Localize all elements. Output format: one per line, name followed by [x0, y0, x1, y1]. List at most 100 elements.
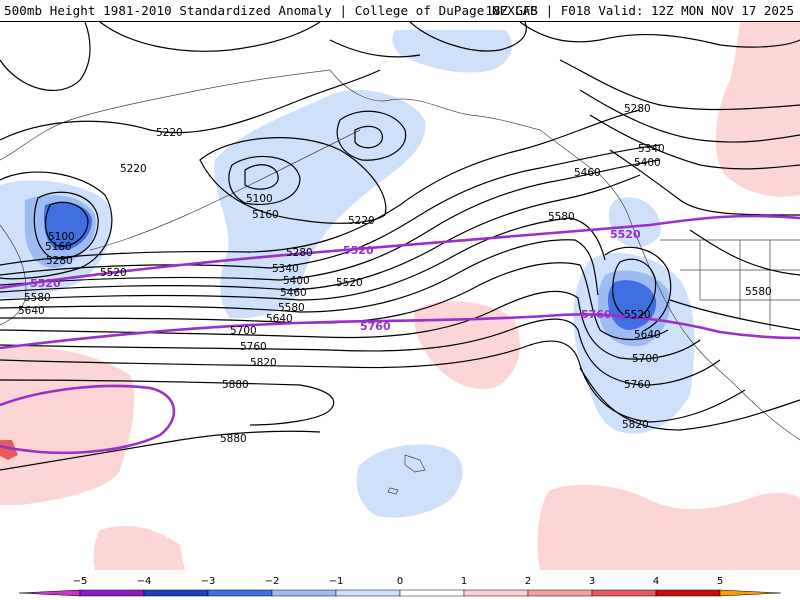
- legend-arrow-right: [719, 589, 781, 597]
- anomaly-southwest-pacific: [93, 525, 185, 570]
- contour-north-arc1: [0, 22, 91, 91]
- contour-5100-alaska: [244, 164, 279, 190]
- contour-label: 5280: [46, 255, 73, 267]
- contour-east-5460: [609, 149, 800, 216]
- height-contours: [0, 22, 800, 471]
- contour-5160-alaska: [228, 155, 301, 205]
- contour-label: 5580: [745, 286, 772, 298]
- contour-label: 5820: [622, 419, 649, 431]
- negative-anomaly-shading: [0, 30, 695, 518]
- legend-tick-label: 0: [397, 576, 403, 587]
- title-bar: 500mb Height 1981-2010 Standardized Anom…: [0, 0, 800, 22]
- anomaly-wpac-core: [0, 440, 18, 460]
- product-title: 500mb Height 1981-2010 Standardized Anom…: [4, 3, 538, 18]
- contour-label: 5640: [266, 313, 293, 325]
- legend-tick-label: 2: [525, 576, 531, 587]
- reference-contours: [0, 214, 800, 455]
- contour-label: 5760: [240, 341, 267, 353]
- contour-5100-closed-west: [44, 201, 89, 247]
- contour-5220-alaska: [199, 137, 387, 224]
- legend-tick-label: 3: [589, 576, 595, 587]
- contour-label: 5460: [280, 287, 307, 299]
- contour-label: 5520: [624, 309, 651, 321]
- contour-label: 5160: [45, 241, 72, 253]
- contour-label: 5340: [272, 263, 299, 275]
- anomaly-hawaii: [356, 444, 463, 518]
- contour-label: 5580: [278, 302, 305, 314]
- contour-5220-west: [0, 171, 113, 280]
- contour-5820: [0, 340, 746, 423]
- contour-label: 5280: [286, 247, 313, 259]
- anomaly-map[interactable]: 5220 5220 5220 5100 5160 5100 5160 5280 …: [0, 22, 800, 570]
- contour-label: 5220: [156, 127, 183, 139]
- legend-tick-label: −4: [137, 576, 152, 587]
- contour-5580-cutoff: [604, 246, 672, 331]
- coast-us-west: [629, 219, 800, 441]
- contour-label: 5220: [348, 215, 375, 227]
- contour-east-5580: [689, 229, 800, 276]
- legend-tick-label: −5: [73, 576, 88, 587]
- contour-5280-main: [0, 109, 641, 266]
- contour-arctic-5160: [336, 110, 407, 161]
- reference-label: 5760: [581, 308, 612, 321]
- legend-swatch: [399, 589, 465, 597]
- contour-arctic-upper: [409, 22, 527, 52]
- reference-label: 5520: [610, 228, 641, 241]
- contour-label: 5880: [220, 433, 247, 445]
- contour-5760: [0, 318, 721, 386]
- coast-bc: [539, 129, 631, 221]
- legend-swatch: [79, 589, 145, 597]
- legend-tick-label: −1: [329, 576, 344, 587]
- legend-swatch: [143, 589, 209, 597]
- legend-swatch: [335, 589, 401, 597]
- coast-hawaii: [387, 454, 426, 495]
- contour-label: 5640: [18, 305, 45, 317]
- contour-label: 5460: [574, 167, 601, 179]
- ref-5520: [0, 214, 800, 290]
- reference-label-group: 5520 5520 5520 5760 5760: [30, 228, 641, 333]
- reference-label: 5520: [343, 244, 374, 257]
- coastlines: [0, 69, 800, 495]
- contour-label: 5580: [24, 292, 51, 304]
- legend-swatch: [527, 589, 593, 597]
- contour-5880-south: [0, 367, 800, 471]
- anomaly-southeast-pacific: [537, 484, 800, 570]
- contour-arctic-low: [354, 125, 383, 149]
- legend-swatch: [271, 589, 337, 597]
- contour-label: 5760: [624, 379, 651, 391]
- contour-5700: [0, 290, 701, 360]
- legend-arrow-left: [19, 589, 81, 597]
- coast-siberia: [0, 69, 331, 161]
- model-run-info: 18Z GFS | F018 Valid: 12Z MON NOV 17 202…: [485, 3, 794, 18]
- contour-label: 5400: [283, 275, 310, 287]
- contour-label: 5580: [548, 211, 575, 223]
- contour-5340: [0, 144, 661, 276]
- coast-alaska: [329, 69, 541, 131]
- contour-east-5340: [579, 89, 800, 143]
- contour-label: 5700: [230, 325, 257, 337]
- legend-tick-label: 4: [653, 576, 659, 587]
- legend-swatch: [463, 589, 529, 597]
- reference-label: 5520: [30, 277, 61, 290]
- contour-label: 5880: [222, 379, 249, 391]
- contour-label: 5400: [634, 157, 661, 169]
- contour-5880-north: [0, 379, 335, 426]
- ref-5760: [0, 313, 800, 350]
- legend-swatch: [207, 589, 273, 597]
- anomaly-central-pacific: [414, 301, 520, 390]
- contour-north-arc2: [99, 22, 321, 52]
- positive-anomaly-shading: [0, 22, 800, 570]
- legend-color-bar: [19, 589, 781, 597]
- contour-5220-north: [0, 69, 381, 141]
- contour-label: 5340: [638, 143, 665, 155]
- legend-swatch: [655, 589, 721, 597]
- legend-tick-labels: −5 −4 −3 −2 −1 0 1 2 3 4 5: [73, 576, 724, 587]
- contour-label: 5220: [120, 163, 147, 175]
- reference-label: 5760: [360, 320, 391, 333]
- contour-label: 5280: [624, 103, 651, 115]
- ref-5880-closed: [0, 384, 176, 455]
- anomaly-northwest-coast: [608, 197, 661, 247]
- contour-label: 5520: [100, 267, 127, 279]
- contour-5580: [0, 239, 599, 313]
